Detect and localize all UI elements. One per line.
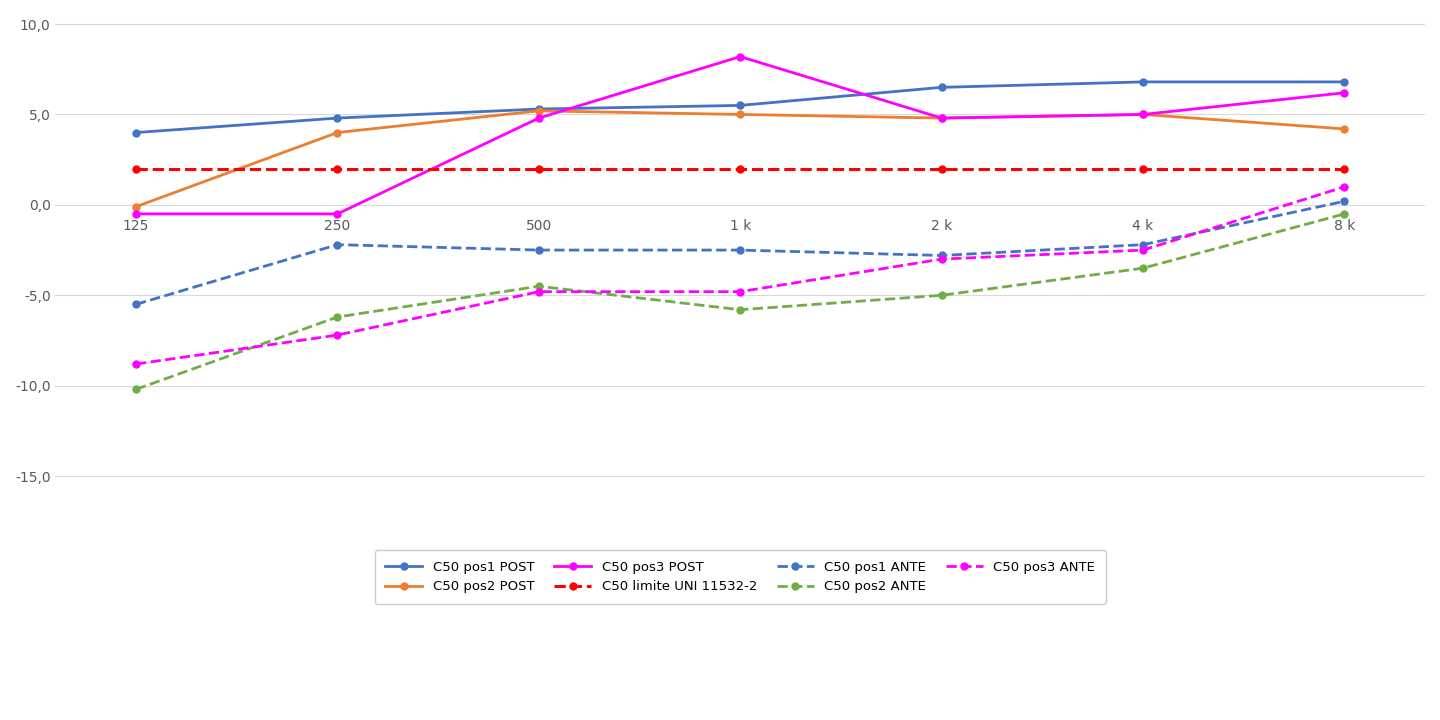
Text: 2 k: 2 k	[932, 220, 952, 233]
Legend: C50 pos1 POST, C50 pos2 POST, C50 pos3 POST, C50 limite UNI 11532-2, C50 pos1 AN: C50 pos1 POST, C50 pos2 POST, C50 pos3 P…	[374, 550, 1106, 604]
Text: 250: 250	[324, 220, 350, 233]
Text: 500: 500	[526, 220, 552, 233]
Text: 4 k: 4 k	[1132, 220, 1153, 233]
Text: 1 k: 1 k	[730, 220, 750, 233]
Text: 8 k: 8 k	[1333, 220, 1355, 233]
Text: 125: 125	[122, 220, 150, 233]
